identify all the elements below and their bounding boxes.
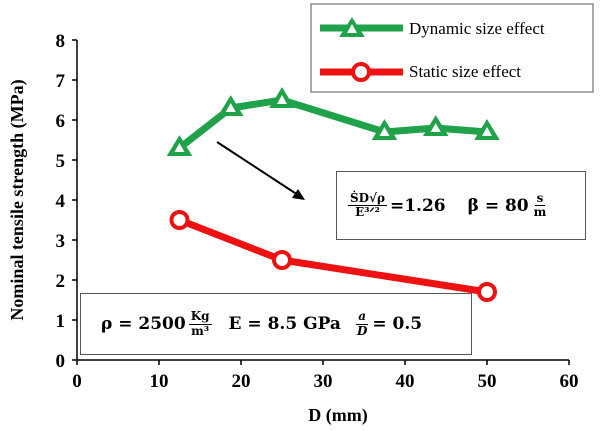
rho-unit-num: Kg [188, 309, 212, 325]
beta-unit: s m [532, 190, 549, 219]
ratio-num: a [356, 309, 369, 325]
formula-value: =1.26 [389, 195, 446, 216]
ratio-value: = 0.5 [372, 314, 423, 334]
x-tick-label: 60 [560, 371, 579, 392]
y-axis-title: Nominal tensile strength (MPa) [7, 79, 28, 320]
marker-inner [379, 127, 390, 136]
marker-inner [430, 123, 441, 132]
y-tick-label: 1 [56, 311, 66, 332]
legend-label-static: Static size effect [409, 62, 521, 81]
data-point-triangle [422, 115, 449, 136]
y-tick-label: 7 [56, 71, 66, 92]
y-tick-label: 4 [56, 191, 66, 212]
data-point-triangle [166, 135, 193, 156]
annotation-arrow [216, 141, 305, 200]
rho-unit-den: m³ [191, 323, 210, 338]
x-tick-label: 10 [150, 371, 169, 392]
y-tick-label: 5 [56, 151, 66, 172]
formula-fraction: ṠD√ρ E³ᐟ² [348, 190, 387, 219]
beta-unit-den: m [533, 205, 547, 219]
data-point-circle [272, 250, 292, 270]
x-tick-label: 30 [314, 371, 333, 392]
x-axis-title: D (mm) [308, 405, 367, 426]
marker-inner [174, 143, 185, 152]
marker-inner [225, 103, 236, 112]
y-tick-label: 3 [56, 231, 66, 252]
marker-inner [277, 95, 287, 104]
x-tick-label: 40 [396, 371, 415, 392]
x-tick-label: 20 [232, 371, 251, 392]
beta-label: β = 80 [467, 195, 529, 216]
rho-label: ρ = 2500 [101, 314, 186, 334]
ratio-den: D [356, 323, 368, 338]
series-layer [166, 87, 500, 302]
y-tick-label: 2 [56, 271, 66, 292]
e-label: E = 8.5 GPa [228, 314, 341, 334]
formula-box: ṠD√ρ E³ᐟ² =1.26 β = 80 s m [336, 171, 586, 240]
legend-label-dynamic: Dynamic size effect [409, 19, 545, 38]
data-point-circle [477, 282, 497, 302]
x-tick-label: 0 [72, 371, 82, 392]
formula-numerator: ṠD√ρ [348, 190, 387, 206]
legend-static-swatch [320, 62, 403, 82]
beta-unit-num: s [534, 190, 546, 206]
data-point-triangle [474, 119, 500, 140]
parameters-box: ρ = 2500 Kg m³ E = 8.5 GPa a D = 0.5 [80, 293, 472, 355]
y-tick-label: 8 [56, 31, 66, 52]
y-tick-label: 0 [56, 351, 66, 372]
data-point-triangle [371, 119, 398, 140]
marker-inner [482, 127, 492, 136]
legend: Dynamic size effect Static size effect [310, 3, 594, 93]
x-tick-label: 50 [478, 371, 497, 392]
data-point-triangle [217, 95, 244, 116]
legend-dynamic-swatch [320, 17, 403, 37]
formula-denominator: E³ᐟ² [355, 205, 380, 219]
y-tick-label: 6 [56, 111, 66, 132]
ratio-fraction: a D [355, 310, 369, 337]
rho-unit: Kg m³ [188, 309, 212, 338]
data-point-circle [169, 210, 190, 230]
data-point-triangle [269, 87, 295, 108]
axes: 0 10 20 30 40 50 60 0 1 2 3 4 5 6 7 8 [56, 31, 579, 392]
